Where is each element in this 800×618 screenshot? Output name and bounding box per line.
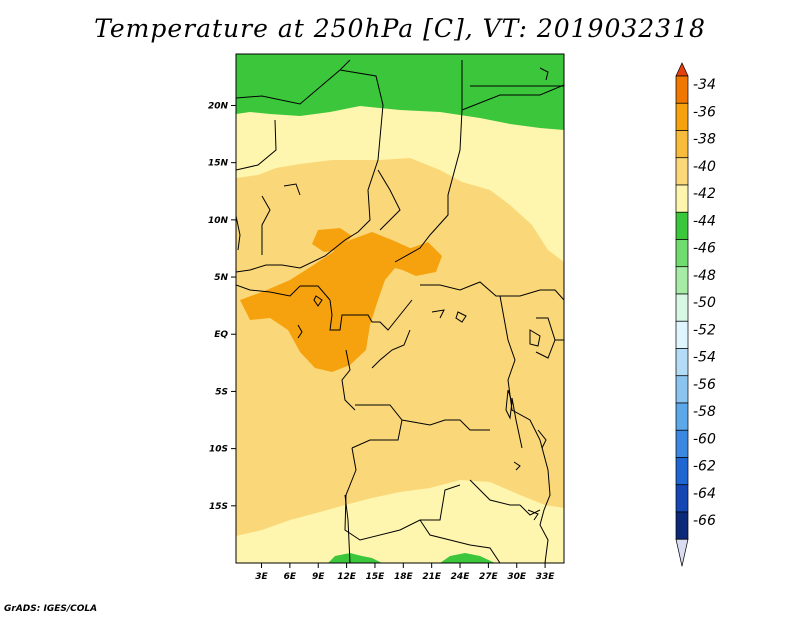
band-minus38-east [398,242,442,276]
colorbar-label: -58 [693,404,716,420]
band-minus44-south-2 [440,553,495,563]
colorbar-segment [675,429,689,458]
colorbar-label: -64 [693,486,716,502]
lon-tick-label: 27E [479,572,499,582]
lakes [297,67,549,521]
colorbar-label: -50 [693,295,716,311]
lon-tick-label: 21E [422,572,442,582]
lat-tick-label: 20N [208,101,229,111]
colorbar-segment [675,266,689,295]
lon-tick-label: 6E [284,572,297,582]
colorbar-segment [675,457,689,486]
colorbar-bottom-arrow [675,538,689,567]
colorbar-label: -42 [693,186,716,202]
colorbar-segment [675,184,689,213]
colorbar-label: -34 [693,77,716,93]
lon-tick-label: 9E [312,572,325,582]
country-borders [236,59,564,563]
colorbar-segment [675,484,689,513]
colorbar-label: -48 [693,268,716,284]
lat-tick-label: 15N [208,159,229,169]
colorbar-segment [675,293,689,322]
band-minus44-north [236,54,564,130]
lat-tick-label: 10N [208,216,229,226]
band-minus42-south [236,480,564,563]
lat-tick-label: 10S [209,445,228,455]
map-frame [235,53,565,564]
colorbar-segment [675,239,689,268]
colorbar-segment [675,157,689,186]
colorbar-label: -54 [693,350,716,366]
colorbar: -34 -36 -38 -40 -42 -44 -46 -48 -50 -52 -54 -56 -58 -… [675,62,716,567]
colorbar-top-arrow [675,62,689,77]
lat-tick-label: 15S [209,502,228,512]
map-title: Temperature at 250hPa [C], VT: 201903231… [94,14,706,43]
colorbar-label: -52 [693,322,716,338]
colorbar-segment [675,511,689,540]
grads-credit: GrADS: IGES/COLA [4,604,98,614]
temperature-field [236,54,564,563]
colorbar-label: -38 [693,132,716,148]
colorbar-label: -36 [693,104,716,120]
colorbar-segment [675,75,689,104]
colorbar-segment [675,375,689,404]
lon-tick-label: 30E [507,572,527,582]
band-minus38-west [240,232,440,372]
colorbar-segment [675,320,689,349]
lat-tick-label: 5N [214,273,228,283]
lon-tick-label: 33E [536,572,556,582]
colorbar-label: -46 [693,241,716,257]
colorbar-label: -40 [693,159,716,175]
colorbar-label: -60 [693,431,716,447]
lat-tick-label: 5S [215,387,228,397]
colorbar-segment [675,102,689,131]
colorbar-label: -56 [693,377,716,393]
axis-ticks: 20N 15N 10N 5N EQ 5S 10S 15S 3E 6E 9E 12E 15E 18E 21E 2… [208,101,555,582]
lon-tick-label: 24E [451,572,471,582]
colorbar-segment [675,348,689,377]
lon-tick-label: 15E [366,572,386,582]
colorbar-label: -62 [693,459,716,475]
colorbar-segment [675,402,689,431]
colorbar-label: -66 [693,513,716,529]
lon-tick-label: 3E [255,572,268,582]
colorbar-segment [675,130,689,159]
colorbar-label: -44 [693,213,716,229]
colorbar-segment [675,211,689,240]
lon-tick-label: 12E [337,572,357,582]
lat-tick-label: EQ [214,330,228,340]
band-minus44-south-1 [328,553,382,563]
lon-tick-label: 18E [394,572,414,582]
band-minus38-center [312,228,352,252]
